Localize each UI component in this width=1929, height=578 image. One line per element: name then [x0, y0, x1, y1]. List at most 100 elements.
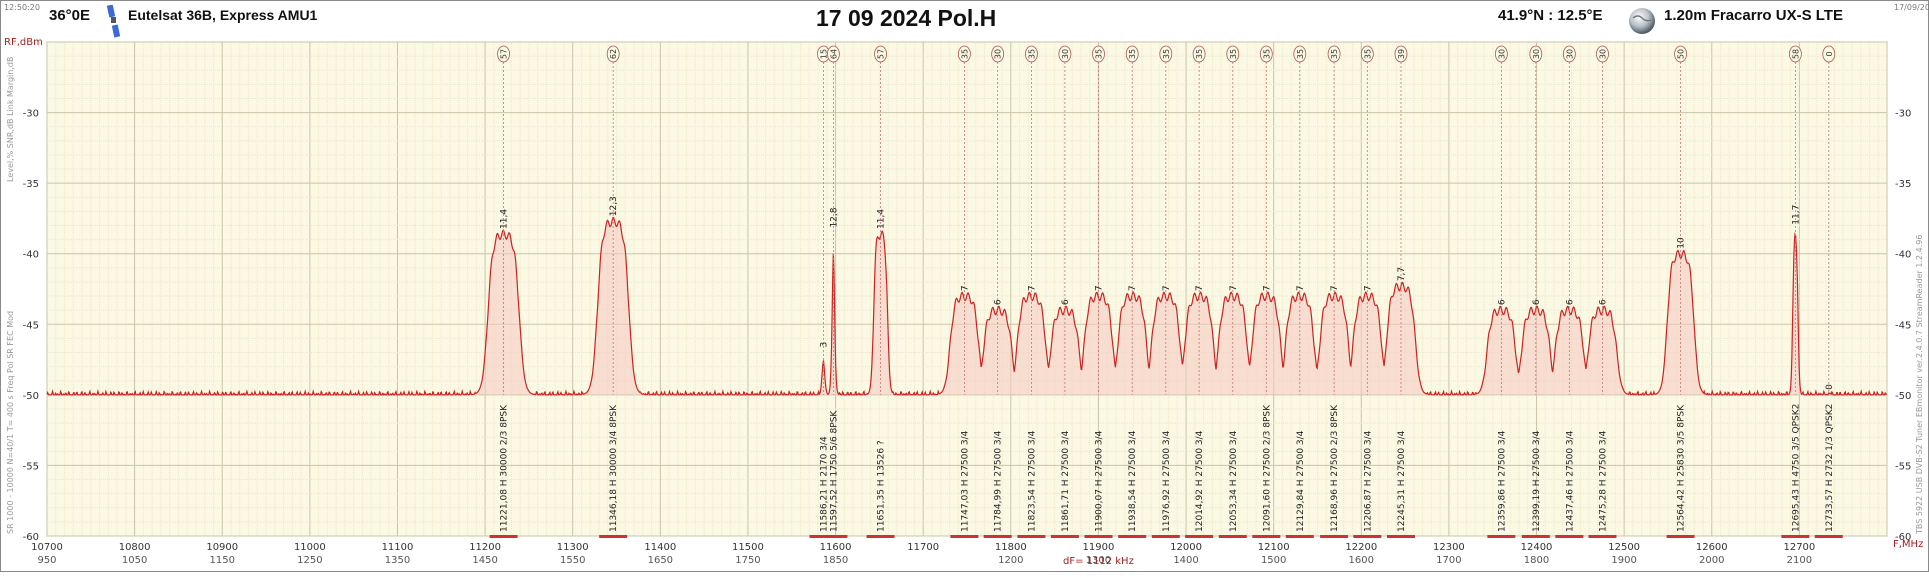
snr-value: 11,4	[877, 209, 887, 229]
level-value: 35	[1027, 49, 1036, 59]
x-tick-label: 12300	[1433, 542, 1465, 553]
x-if-tick-label: 2100	[1787, 555, 1812, 566]
level-badge	[1092, 45, 1105, 63]
transponder-band-marker	[1185, 535, 1214, 538]
x-tick-label: 10700	[31, 542, 63, 553]
x-tick-label: 10800	[119, 542, 151, 553]
level-badge	[1327, 45, 1341, 63]
spectrum-trace	[46, 216, 1887, 396]
x-if-tick-label: 1750	[735, 555, 760, 566]
level-badge	[874, 45, 887, 63]
globe-icon	[1627, 6, 1657, 36]
transponder-marker: 30 6 12475,28 H 27500 3/4	[1588, 45, 1617, 538]
transponder-label: 11938,54 H 27500 3/4	[1128, 430, 1138, 532]
x-tick-label: 11200	[469, 542, 501, 553]
snr-value: 6	[1565, 299, 1575, 305]
level-badge	[991, 45, 1005, 63]
transponder-label: 12437,46 H 27500 3/4	[1565, 430, 1575, 532]
snr-value: 0	[1825, 384, 1835, 390]
level-value: 35	[1128, 49, 1137, 59]
transponder-marker: 0 0 12733,57 H 2732 1/3 QPSK2	[1814, 45, 1843, 538]
x-if-tick-label: 1700	[1436, 555, 1461, 566]
level-value: 62	[609, 49, 618, 59]
y-tick-label-right: -55	[1895, 461, 1911, 472]
x-tick-label: 12600	[1696, 542, 1728, 553]
level-badge	[1494, 45, 1508, 63]
snr-value: 6	[1532, 299, 1542, 305]
transponder-marker: 35 7 11976,92 H 27500 3/4	[1151, 45, 1180, 538]
snr-value: 7,7	[1397, 267, 1407, 281]
snr-value: 7	[1128, 285, 1138, 291]
transponder-band-marker	[983, 535, 1012, 538]
time-label: 12:50:20	[4, 3, 40, 12]
snr-value: 6	[1061, 299, 1071, 305]
transponder-label: 12245,31 H 27500 3/4	[1397, 430, 1407, 532]
level-badge	[1562, 45, 1576, 63]
x-if-tick-label: 2000	[1699, 555, 1724, 566]
transponder-label: 12206,87 H 27500 3/4	[1363, 430, 1373, 532]
transponder-band-marker	[1487, 535, 1516, 538]
right-side-label: TBS 5922 USB DVB-S2 Tuner EBmonitor ver.…	[1915, 235, 1924, 535]
page-title: 17 09 2024 Pol.H	[816, 5, 997, 31]
snr-value: 6	[994, 299, 1004, 305]
level-badge	[1360, 45, 1374, 63]
x-if-tick-label: 950	[37, 555, 56, 566]
level-value: 30	[1532, 49, 1541, 59]
x-if-tick-label: 1400	[1173, 555, 1198, 566]
transponder-label: 11823,54 H 27500 3/4	[1027, 430, 1037, 532]
level-badge	[1125, 45, 1139, 63]
transponder-band-marker	[1781, 535, 1810, 538]
x-if-tick-label: 1300	[1086, 555, 1111, 566]
transponder-band-marker	[1320, 535, 1349, 538]
y-tick-label-left: -50	[23, 391, 39, 402]
level-badge	[1293, 45, 1307, 63]
level-badge	[1192, 45, 1206, 63]
snr-value: 7	[1094, 285, 1104, 291]
snr-value: 6	[1497, 299, 1507, 305]
level-value: 35	[1094, 49, 1103, 59]
level-badge	[957, 45, 971, 63]
x-tick-label: 12500	[1608, 542, 1640, 553]
transponder-band-marker	[1151, 535, 1180, 538]
transponder-marker: 64 12,8 11597,52 H 1750 5/6 8PSK	[819, 45, 848, 538]
spectrum-fill	[47, 217, 1887, 395]
y-tick-label-right: -40	[1895, 250, 1911, 261]
snr-value: 6	[1598, 299, 1608, 305]
transponder-marker: 62 12,3 11346,18 H 30000 3/4 8PSK	[599, 45, 628, 538]
transponder-label: 12053,34 H 27500 3/4	[1229, 430, 1239, 532]
x-tick-label: 11800	[995, 542, 1027, 553]
transponder-marker: 35 7 11900,07 H 27500 3/4	[1084, 45, 1113, 538]
x-if-tick-label: 1850	[823, 555, 848, 566]
level-value: 35	[960, 49, 969, 59]
transponder-label: 12359,86 H 27500 3/4	[1497, 430, 1507, 532]
transponder-label: 11597,52 H 1750 5/6 8PSK	[829, 410, 839, 532]
snr-value: 11,7	[1791, 205, 1801, 225]
y-tick-label-left: -40	[23, 250, 39, 261]
x-if-tick-label: 1350	[385, 555, 410, 566]
snr-value: 7	[1195, 285, 1205, 291]
x-tick-label: 11000	[294, 542, 326, 553]
transponder-band-marker	[1285, 535, 1314, 538]
level-value: 35	[1296, 49, 1305, 59]
x-tick-label: 11300	[557, 542, 589, 553]
transponder-marker: 30 6 12437,46 H 27500 3/4	[1555, 45, 1584, 538]
transponder-band-marker	[1017, 535, 1046, 538]
y-tick-label-left: -45	[23, 320, 39, 331]
x-tick-label: 12200	[1345, 542, 1377, 553]
level-value: 39	[1397, 49, 1406, 59]
transponder-marker: 35 7 12129,84 H 27500 3/4	[1285, 45, 1314, 538]
level-badge	[1596, 45, 1609, 63]
level-value: 35	[1195, 49, 1204, 59]
transponder-band-marker	[1252, 535, 1281, 538]
x-tick-label: 11400	[644, 542, 676, 553]
level-value: 35	[1363, 49, 1372, 59]
level-value: 50	[1677, 49, 1686, 59]
x-tick-label: 11500	[732, 542, 764, 553]
level-value: 30	[1565, 49, 1574, 59]
transponder-band-marker	[1386, 535, 1415, 538]
transponder-label: 12399,19 H 27500 3/4	[1532, 430, 1542, 532]
x-tick-label: 11900	[1083, 542, 1115, 553]
y-tick-label-left: -35	[23, 179, 39, 190]
snr-value: 12,8	[829, 207, 839, 227]
